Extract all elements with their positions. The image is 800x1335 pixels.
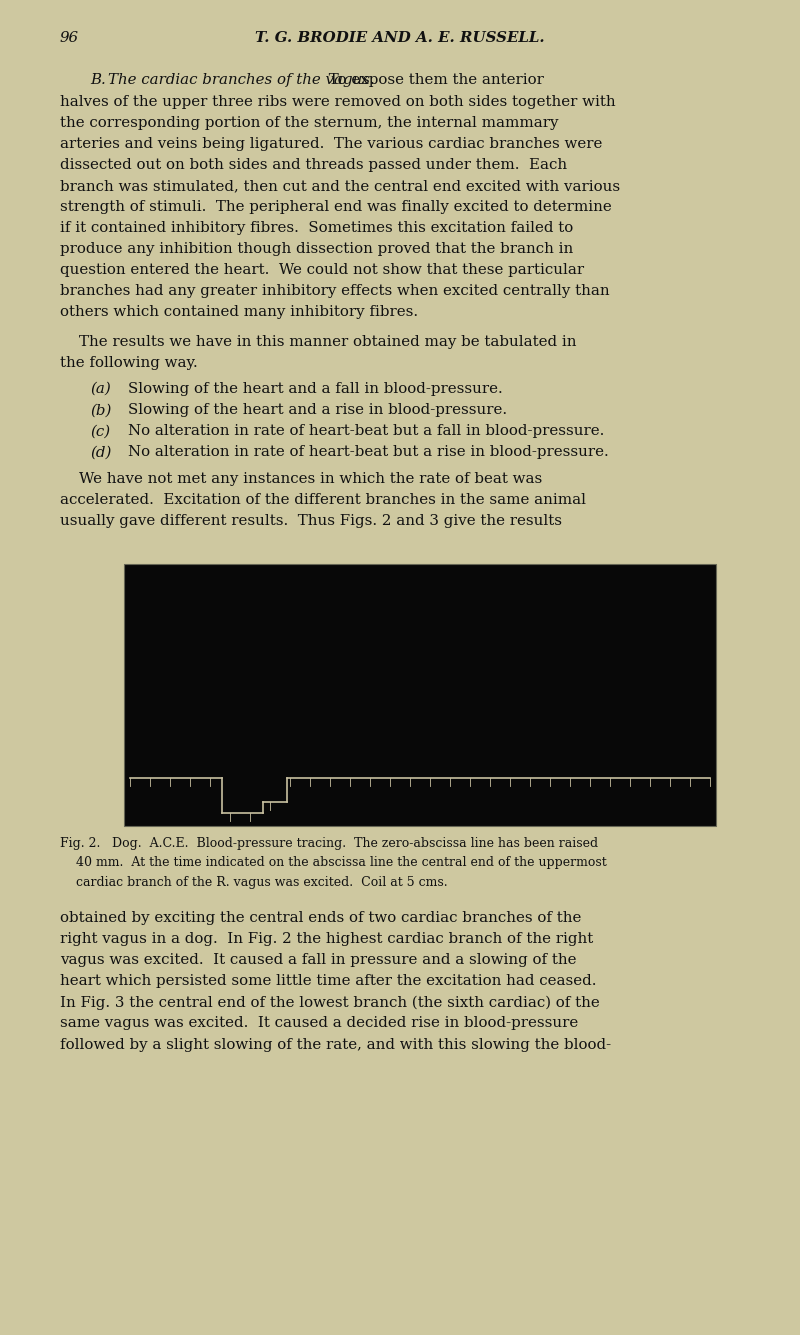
- Text: No alteration in rate of heart-beat but a fall in blood-pressure.: No alteration in rate of heart-beat but …: [128, 425, 604, 438]
- Text: (b): (b): [90, 403, 112, 417]
- Text: obtained by exciting the central ends of two cardiac branches of the: obtained by exciting the central ends of…: [60, 910, 582, 925]
- Text: The results we have in this manner obtained may be tabulated in: The results we have in this manner obtai…: [60, 335, 577, 348]
- Text: dissected out on both sides and threads passed under them.  Each: dissected out on both sides and threads …: [60, 158, 567, 172]
- Text: In Fig. 3 the central end of the lowest branch (the sixth cardiac) of the: In Fig. 3 the central end of the lowest …: [60, 996, 600, 1009]
- Text: To expose them the anterior: To expose them the anterior: [324, 73, 544, 87]
- Text: 40 mm.  At the time indicated on the abscissa line the central end of the upperm: 40 mm. At the time indicated on the absc…: [60, 856, 606, 869]
- Text: the corresponding portion of the sternum, the internal mammary: the corresponding portion of the sternum…: [60, 116, 558, 129]
- Text: T. G. BRODIE AND A. E. RUSSELL.: T. G. BRODIE AND A. E. RUSSELL.: [255, 31, 545, 44]
- Text: usually gave different results.  Thus Figs. 2 and 3 give the results: usually gave different results. Thus Fig…: [60, 514, 562, 527]
- Text: Slowing of the heart and a fall in blood-pressure.: Slowing of the heart and a fall in blood…: [128, 382, 502, 396]
- Text: produce any inhibition though dissection proved that the branch in: produce any inhibition though dissection…: [60, 242, 574, 256]
- Text: cardiac branch of the R. vagus was excited.  Coil at 5 cms.: cardiac branch of the R. vagus was excit…: [60, 876, 448, 889]
- Text: 96: 96: [60, 31, 79, 44]
- Text: (d): (d): [90, 446, 112, 459]
- Text: Dog.  A.C.E.  Blood-pressure tracing.  The zero-abscissa line has been raised: Dog. A.C.E. Blood-pressure tracing. The …: [104, 837, 598, 850]
- Text: halves of the upper three ribs were removed on both sides together with: halves of the upper three ribs were remo…: [60, 95, 616, 108]
- Text: heart which persisted some little time after the excitation had ceased.: heart which persisted some little time a…: [60, 975, 597, 988]
- Text: (c): (c): [90, 425, 110, 438]
- Text: No alteration in rate of heart-beat but a rise in blood-pressure.: No alteration in rate of heart-beat but …: [128, 446, 609, 459]
- Text: the following way.: the following way.: [60, 355, 198, 370]
- Text: others which contained many inhibitory fibres.: others which contained many inhibitory f…: [60, 306, 418, 319]
- Text: same vagus was excited.  It caused a decided rise in blood-pressure: same vagus was excited. It caused a deci…: [60, 1016, 578, 1031]
- Text: Fig. 2.: Fig. 2.: [60, 837, 100, 850]
- Text: arteries and veins being ligatured.  The various cardiac branches were: arteries and veins being ligatured. The …: [60, 136, 602, 151]
- Text: vagus was excited.  It caused a fall in pressure and a slowing of the: vagus was excited. It caused a fall in p…: [60, 953, 577, 967]
- Text: We have not met any instances in which the rate of beat was: We have not met any instances in which t…: [60, 471, 542, 486]
- Text: Slowing of the heart and a rise in blood-pressure.: Slowing of the heart and a rise in blood…: [128, 403, 507, 417]
- Text: branch was stimulated, then cut and the central end excited with various: branch was stimulated, then cut and the …: [60, 179, 620, 192]
- Text: B.: B.: [90, 73, 106, 87]
- Text: The cardiac branches of the vagus.: The cardiac branches of the vagus.: [108, 73, 374, 87]
- Text: strength of stimuli.  The peripheral end was finally excited to determine: strength of stimuli. The peripheral end …: [60, 200, 612, 214]
- Text: branches had any greater inhibitory effects when excited centrally than: branches had any greater inhibitory effe…: [60, 284, 610, 298]
- Text: right vagus in a dog.  In Fig. 2 the highest cardiac branch of the right: right vagus in a dog. In Fig. 2 the high…: [60, 932, 594, 947]
- Text: (a): (a): [90, 382, 111, 396]
- Text: if it contained inhibitory fibres.  Sometimes this excitation failed to: if it contained inhibitory fibres. Somet…: [60, 222, 574, 235]
- Text: followed by a slight slowing of the rate, and with this slowing the blood-: followed by a slight slowing of the rate…: [60, 1037, 611, 1052]
- Text: question entered the heart.  We could not show that these particular: question entered the heart. We could not…: [60, 263, 584, 278]
- Text: accelerated.  Excitation of the different branches in the same animal: accelerated. Excitation of the different…: [60, 493, 586, 507]
